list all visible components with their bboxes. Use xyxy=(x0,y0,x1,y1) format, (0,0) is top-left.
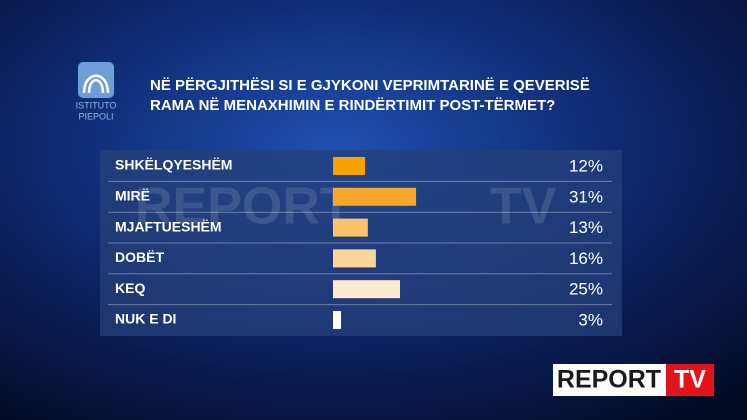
logo: ISTITUTO PIEPOLI xyxy=(76,62,117,121)
rows: SHKËLQYESHËM 12% MIRË 31% MJAFTUESHËM 13% DOBË… xyxy=(108,156,612,329)
value-label: 31% xyxy=(569,187,603,206)
watermark-text: REPORT xyxy=(135,178,352,236)
value-label: 3% xyxy=(578,310,603,329)
value-label: 25% xyxy=(569,280,603,299)
bar xyxy=(333,311,342,329)
watermark-text: TV xyxy=(490,178,557,236)
panel xyxy=(100,150,622,336)
brand-box xyxy=(553,364,666,396)
category-label: SHKËLQYESHËM xyxy=(115,157,232,173)
watermark: REPORT TV xyxy=(135,178,557,236)
logo-text: PIEPOLI xyxy=(78,111,113,121)
bar xyxy=(333,157,366,175)
value-label: 12% xyxy=(569,156,603,175)
brand-box xyxy=(666,364,714,396)
bar xyxy=(333,187,417,206)
logo-arch xyxy=(82,74,110,94)
category-label: NUK E DI xyxy=(115,311,176,327)
category-label: DOBËT xyxy=(115,249,164,265)
title-line: RAMA NË MENAXHIMIN E RINDËRTIMIT POST-TË… xyxy=(150,97,555,114)
bar xyxy=(333,249,376,268)
value-label: 16% xyxy=(569,249,603,268)
brand-text: TV xyxy=(674,366,706,394)
category-label: KEQ xyxy=(115,280,145,296)
category-label: MJAFTUESHËM xyxy=(115,218,222,234)
value-label: 13% xyxy=(569,218,603,237)
title-line: NË PËRGJITHËSI SI E GJYKONI VEPRIMTARINË… xyxy=(150,77,590,94)
brand-text: REPORT xyxy=(557,366,661,394)
brand-logo: REPORT TV xyxy=(553,364,714,396)
logo-text: ISTITUTO xyxy=(76,100,117,110)
bar xyxy=(333,280,400,299)
category-label: MIRË xyxy=(115,188,150,204)
bar xyxy=(333,218,368,237)
